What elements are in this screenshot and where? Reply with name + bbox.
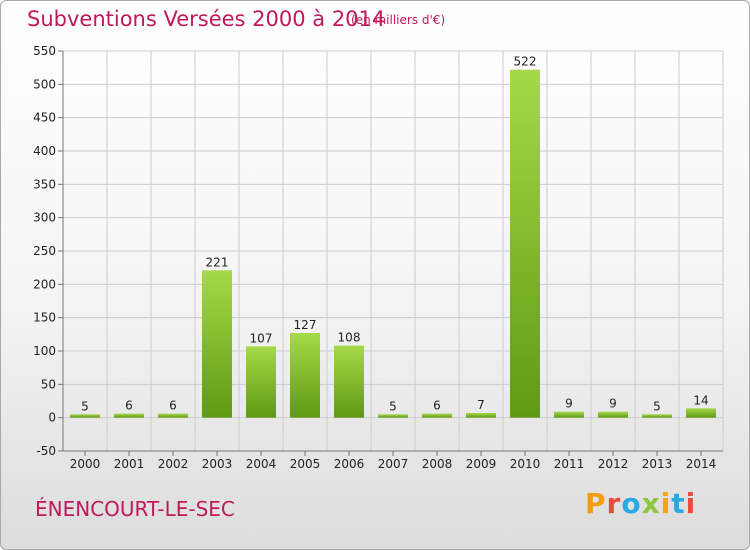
- bar-2009: [466, 413, 496, 418]
- data-label-2012: 9: [609, 397, 617, 411]
- ytick-label: 350: [33, 177, 56, 191]
- bar-2002: [158, 413, 188, 418]
- xtick-label-2014: 2014: [686, 457, 717, 471]
- xtick-label-2004: 2004: [246, 457, 277, 471]
- ytick-label: 300: [33, 211, 56, 225]
- commune-name: ÉNENCOURT-LE-SEC: [35, 497, 235, 521]
- data-label-2007: 5: [389, 399, 397, 413]
- data-label-2014: 14: [693, 393, 708, 407]
- ytick-label: -50: [36, 444, 56, 458]
- data-label-2003: 221: [206, 255, 229, 269]
- ytick-label: 500: [33, 77, 56, 91]
- bar-2010: [510, 69, 540, 418]
- bar-2014: [686, 408, 716, 418]
- bar-2006: [334, 345, 364, 418]
- xtick-label-2007: 2007: [378, 457, 409, 471]
- ytick-label: 250: [33, 244, 56, 258]
- ytick-label: 550: [33, 44, 56, 58]
- data-label-2004: 107: [250, 331, 273, 345]
- xtick-label-2009: 2009: [466, 457, 497, 471]
- bar-2001: [114, 413, 144, 418]
- xtick-label-2011: 2011: [554, 457, 585, 471]
- ytick-label: 0: [48, 411, 56, 425]
- chart-title: Subventions Versées 2000 à 2014: [27, 7, 386, 31]
- logo-letter: x: [641, 487, 661, 520]
- logo-letter: P: [585, 487, 607, 520]
- xtick-label-2001: 2001: [114, 457, 145, 471]
- logo-letter: t: [671, 487, 686, 520]
- bar-2003: [202, 270, 232, 418]
- bars: [70, 69, 716, 418]
- data-label-2011: 9: [565, 397, 573, 411]
- grid-lines: [62, 50, 724, 452]
- logo-letter: i: [685, 487, 697, 520]
- ytick-label: 50: [41, 377, 56, 391]
- ytick-label: 200: [33, 277, 56, 291]
- data-label-2013: 5: [653, 399, 661, 413]
- data-labels: 5 6 6 221 107 127 108 5 6 7 522 9 9 5 14: [81, 55, 708, 414]
- xtick-label-2012: 2012: [598, 457, 629, 471]
- bar-2011: [554, 411, 584, 418]
- xtick-label-2003: 2003: [202, 457, 233, 471]
- xtick-label-2005: 2005: [290, 457, 321, 471]
- logo-letter: i: [660, 487, 672, 520]
- ytick-label: 100: [33, 344, 56, 358]
- chart-unit-note: (en milliers d'€): [351, 13, 446, 27]
- bar-2007: [378, 414, 408, 418]
- xtick-label-2002: 2002: [158, 457, 189, 471]
- data-label-2002: 6: [169, 399, 177, 413]
- data-label-2005: 127: [294, 318, 317, 332]
- data-label-2008: 6: [433, 399, 441, 413]
- data-label-2000: 5: [81, 399, 89, 413]
- xtick-label-2010: 2010: [510, 457, 541, 471]
- data-label-2001: 6: [125, 399, 133, 413]
- ytick-label: 400: [33, 144, 56, 158]
- axes: -50 0 50 100 150 200 250 300 350 400 450 500 550 2000…: [33, 44, 723, 471]
- bar-2012: [598, 411, 628, 418]
- bar-2004: [246, 346, 276, 418]
- data-label-2009: 7: [477, 398, 485, 412]
- bar-2013: [642, 414, 672, 418]
- data-label-2010: 522: [514, 55, 537, 69]
- xtick-label-2008: 2008: [422, 457, 453, 471]
- data-label-2006: 108: [338, 331, 361, 345]
- logo-letter: o: [621, 487, 642, 520]
- ytick-label: 450: [33, 111, 56, 125]
- bar-2005: [290, 333, 320, 418]
- logo-letter: r: [606, 487, 622, 520]
- xtick-label-2013: 2013: [642, 457, 673, 471]
- bar-2000: [70, 414, 100, 418]
- xtick-label-2000: 2000: [70, 457, 101, 471]
- proxiti-logo[interactable]: Proxiti: [585, 487, 696, 520]
- ytick-label: 150: [33, 311, 56, 325]
- xtick-label-2006: 2006: [334, 457, 365, 471]
- bar-2008: [422, 413, 452, 418]
